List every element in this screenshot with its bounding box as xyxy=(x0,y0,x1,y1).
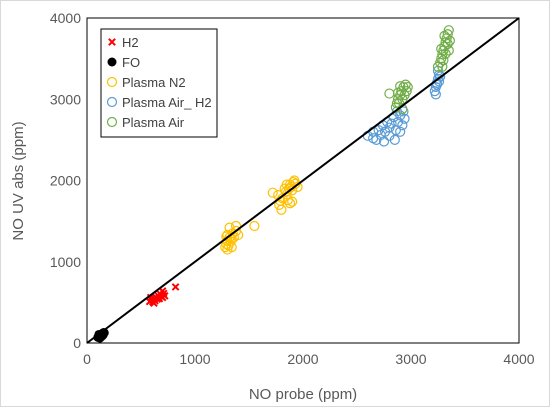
legend-item-plasma-n2: Plasma N2 xyxy=(106,75,186,90)
data-point xyxy=(224,222,235,233)
y-tick-labels: 0 1000 2000 3000 4000 xyxy=(50,10,81,351)
data-point xyxy=(267,187,278,198)
y-tick-label: 4000 xyxy=(50,10,81,26)
data-point xyxy=(443,45,454,56)
data-point xyxy=(226,242,237,253)
data-point xyxy=(402,81,413,93)
data-point xyxy=(389,134,400,145)
data-point xyxy=(439,30,450,41)
y-axis-title: NO UV abs (ppm) xyxy=(10,121,27,240)
series-plasma-air xyxy=(384,25,455,115)
plot-area-border xyxy=(86,17,520,344)
data-point xyxy=(397,120,408,131)
legend: H2 FO Plasma N2 Plasma Air_ H2 Plasma Ai… xyxy=(100,28,218,138)
x-tick-label: 0 xyxy=(83,351,91,367)
legend-label: Plasma Air_ H2 xyxy=(122,95,212,110)
legend-marker-shape xyxy=(106,96,118,108)
legend-label: Plasma Air xyxy=(122,115,185,130)
x-tick-label: 3000 xyxy=(395,351,426,367)
data-point xyxy=(368,133,379,144)
y-tick-label: 0 xyxy=(73,335,81,351)
data-point xyxy=(171,283,180,291)
data-point xyxy=(435,71,446,82)
data-point xyxy=(287,196,298,207)
y-tick-label: 2000 xyxy=(50,173,81,189)
data-point xyxy=(430,89,441,100)
y-tick-label: 3000 xyxy=(50,91,81,107)
series-plasma-air-h2 xyxy=(362,65,446,147)
open-circle-icon xyxy=(106,76,118,88)
x-tick-labels: 0 1000 2000 3000 4000 xyxy=(83,351,535,367)
legend-marker-shape xyxy=(107,57,117,67)
legend-label: H2 xyxy=(122,35,139,50)
legend-box xyxy=(100,28,218,138)
legend-item-h2: H2 xyxy=(108,35,139,50)
legend-item-plasma-air: Plasma Air xyxy=(106,115,185,130)
data-point xyxy=(438,55,449,66)
data-point xyxy=(399,113,410,124)
x-marker-icon xyxy=(108,38,116,46)
reference-line xyxy=(86,17,520,344)
legend-label: FO xyxy=(122,55,140,70)
x-tick-label: 2000 xyxy=(287,351,318,367)
data-point xyxy=(276,204,287,215)
series-h2 xyxy=(145,283,180,308)
data-point xyxy=(395,126,406,137)
legend-label: Plasma N2 xyxy=(122,75,186,90)
series-layer xyxy=(93,25,455,343)
data-point xyxy=(395,81,406,92)
x-tick-label: 1000 xyxy=(179,351,210,367)
legend-marker-shape xyxy=(106,76,118,88)
data-point xyxy=(440,48,451,59)
data-point xyxy=(160,292,169,300)
data-point xyxy=(221,231,232,242)
legend-marker-shape xyxy=(106,116,118,128)
data-point xyxy=(282,194,293,206)
filled-circle-icon xyxy=(107,57,117,67)
y-tick-label: 1000 xyxy=(50,254,81,270)
data-point xyxy=(274,199,285,210)
legend-item-fo: FO xyxy=(107,55,140,70)
x-tick-label: 4000 xyxy=(503,351,534,367)
open-circle-icon xyxy=(106,116,118,128)
data-point xyxy=(150,299,158,308)
series-plasma-n2 xyxy=(220,175,303,255)
data-point xyxy=(378,136,390,147)
data-point xyxy=(437,61,448,72)
open-circle-icon xyxy=(106,96,118,108)
legend-item-plasma-air-h2: Plasma Air_ H2 xyxy=(106,95,212,110)
x-axis-title: NO probe (ppm) xyxy=(249,386,357,403)
data-point xyxy=(384,88,395,99)
data-point xyxy=(284,198,296,209)
data-point xyxy=(400,79,411,90)
data-point xyxy=(249,220,260,232)
legend-marker-shape xyxy=(108,38,116,46)
data-point xyxy=(287,185,298,196)
